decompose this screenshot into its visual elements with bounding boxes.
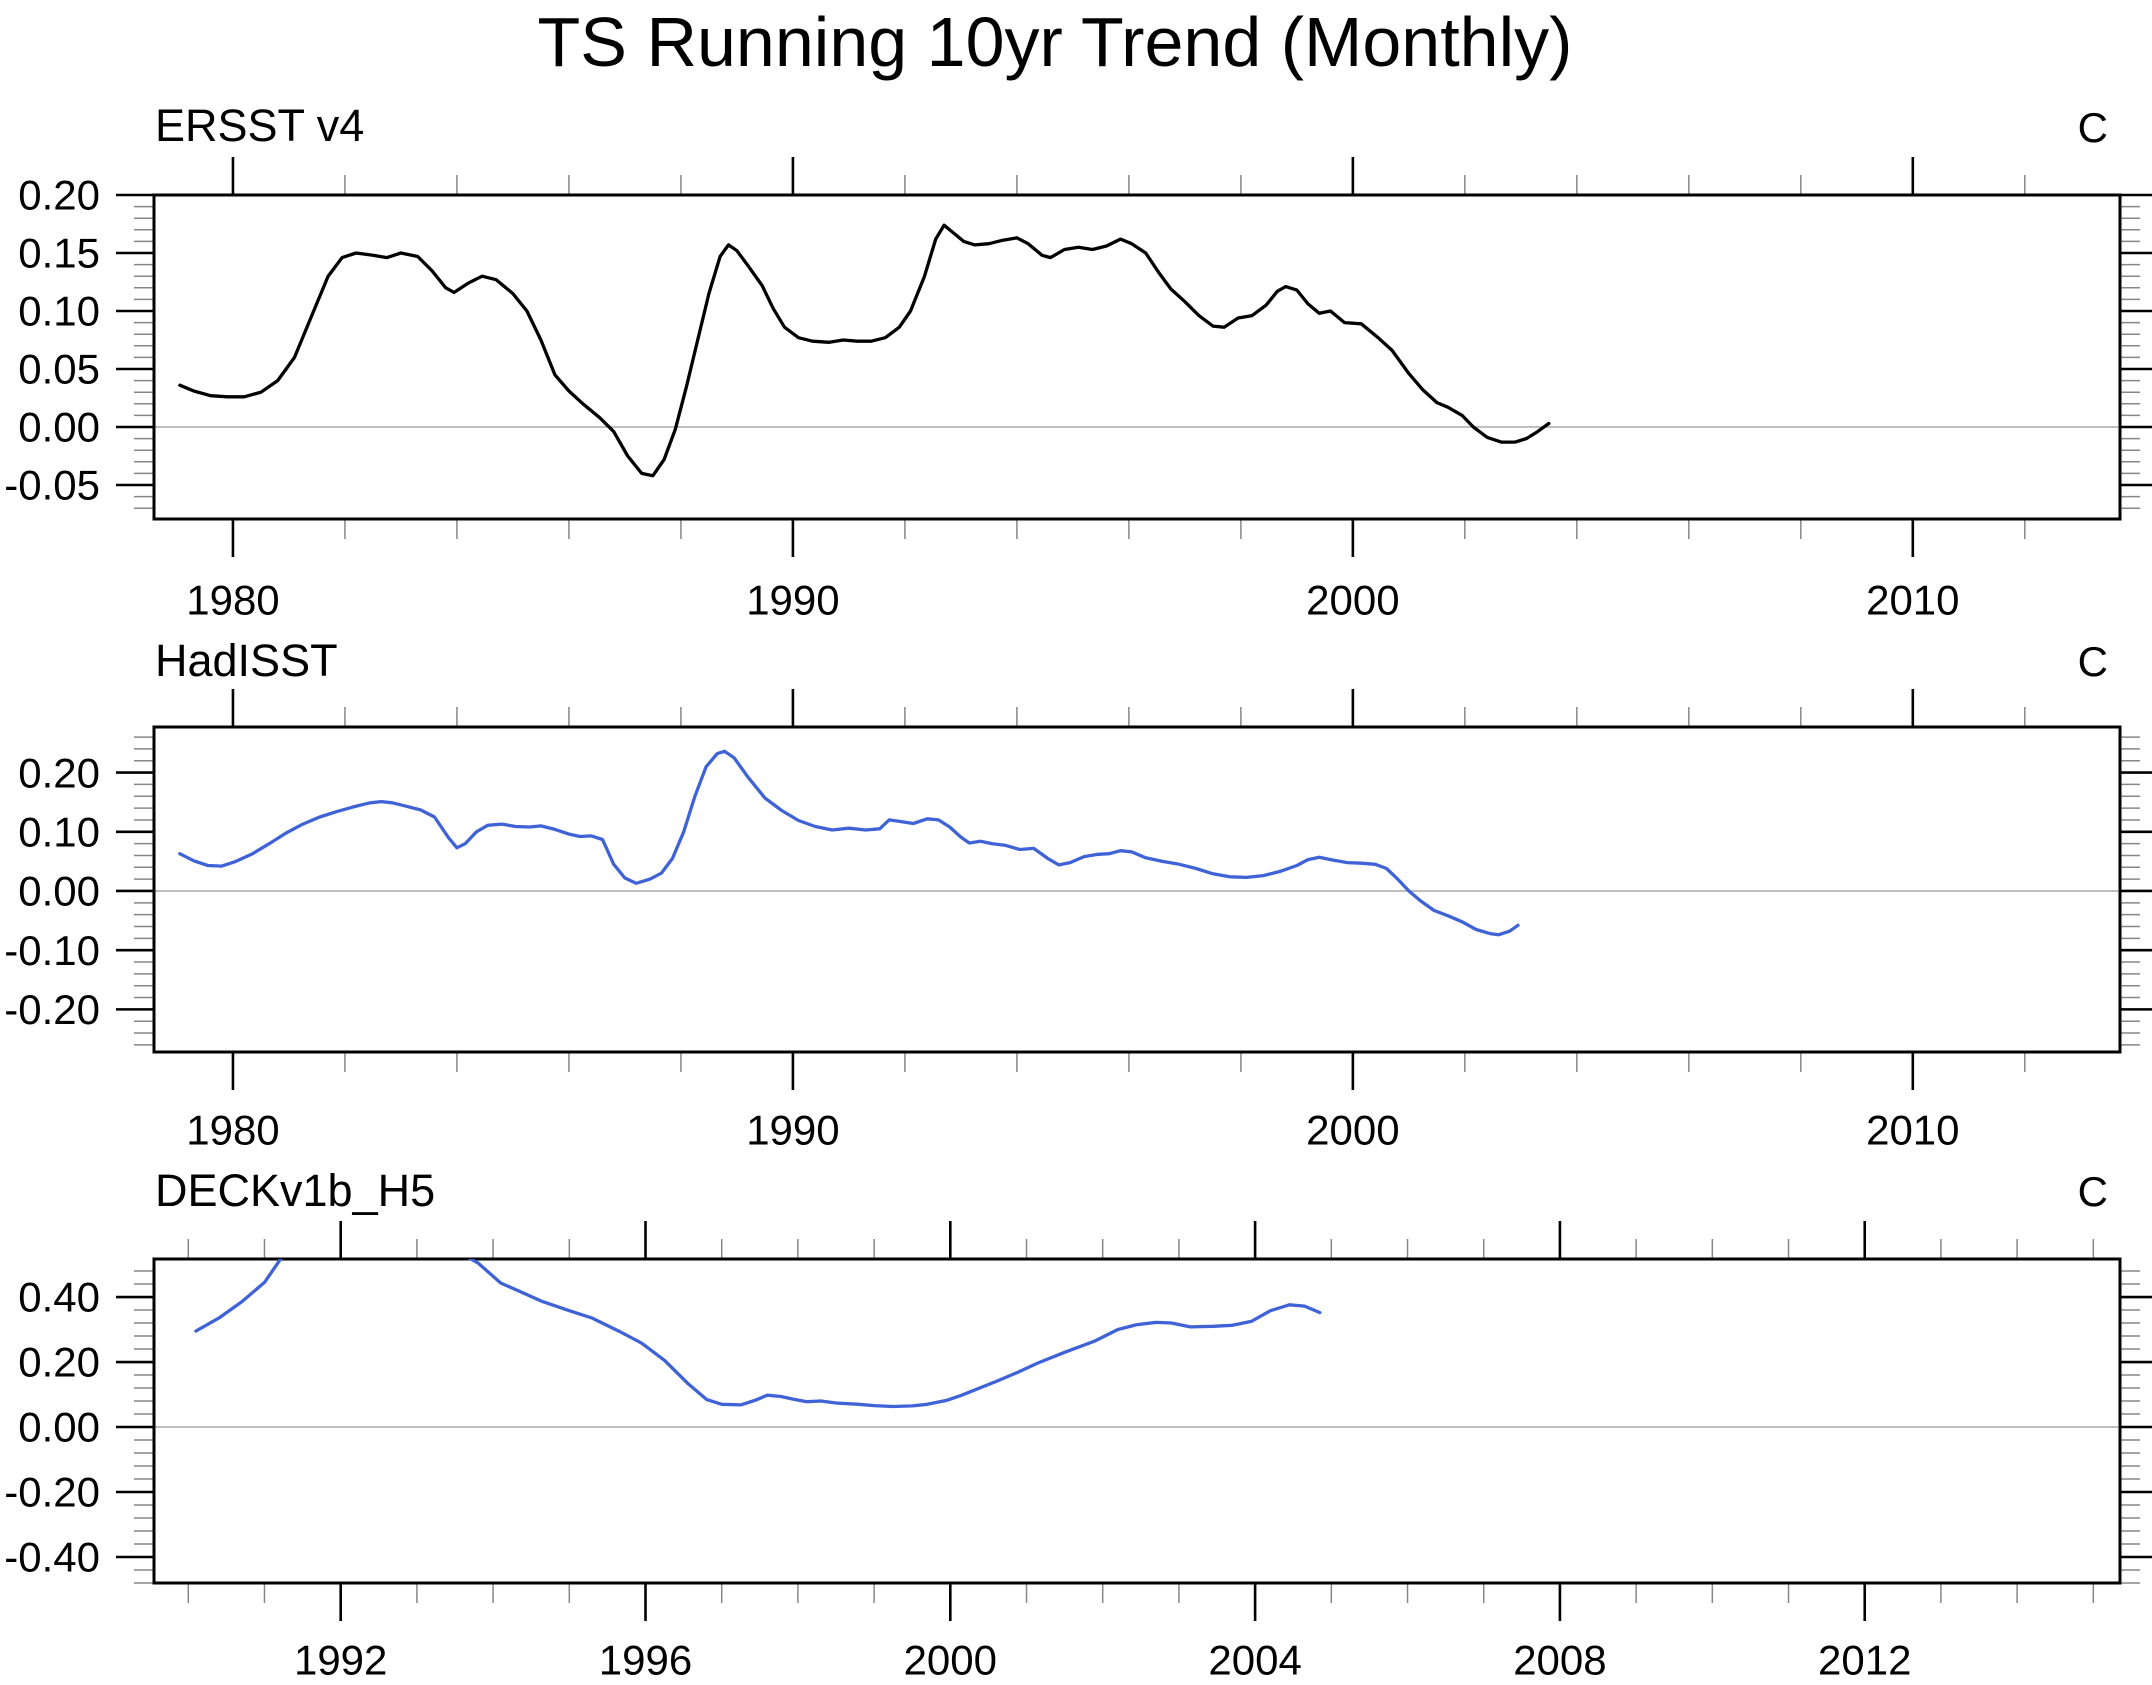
major-ticks	[116, 1221, 2152, 1621]
plot-box	[152, 725, 2122, 1054]
panel2-unit-label: C	[2077, 638, 2108, 685]
x-tick-label: 2000	[1306, 1107, 1399, 1154]
x-tick-label: 1990	[746, 1107, 839, 1154]
data-curve-deckv1b-h5	[194, 1259, 1322, 1409]
x-tick-label: 2008	[1513, 1637, 1606, 1684]
minor-ticks	[134, 1239, 2140, 1603]
x-tick-label: 2012	[1818, 1637, 1911, 1684]
x-tick-label: 1980	[186, 1107, 279, 1154]
y-tick-label: 0.40	[18, 1274, 100, 1321]
y-tick-label: -0.20	[4, 986, 100, 1033]
tick-labels: 1992 1996 2000 2004 2008 2012 0.40 0.20 0.00 -0.2…	[4, 1274, 1911, 1684]
minor-ticks	[134, 707, 2140, 1072]
plot-box	[152, 193, 2122, 521]
minor-ticks	[134, 175, 2140, 539]
tick-labels: 1980 1990 2000 2010 0.20 0.10 0.00 -0.10 -0.20	[4, 749, 1959, 1153]
x-tick-label: 2000	[1306, 577, 1399, 624]
panel3-title: DECKv1b_H5	[155, 1165, 436, 1216]
panel3-unit-label: C	[2077, 1168, 2108, 1215]
y-tick-label: 0.00	[18, 1404, 100, 1451]
x-tick-label: 2000	[904, 1637, 997, 1684]
tick-labels: 1980 1990 2000 2010 0.20 0.15 0.10 0.05 0.00 -0.0…	[4, 172, 1959, 624]
panel1-title: ERSST v4	[155, 100, 365, 151]
data-curve-ersst-v4	[178, 223, 1551, 478]
x-tick-label: 1996	[599, 1637, 692, 1684]
y-tick-label: 0.05	[18, 346, 100, 393]
x-tick-label: 2010	[1866, 1107, 1959, 1154]
y-tick-label: 0.00	[18, 868, 100, 915]
panel-1: 1980 1990 2000 2010 0.20 0.15 0.10 0.05 0.00 -0.0…	[4, 157, 2152, 624]
y-tick-label: 0.10	[18, 808, 100, 855]
y-tick-label: 0.15	[18, 230, 100, 277]
y-tick-label: -0.10	[4, 927, 100, 974]
main-title: TS Running 10yr Trend (Monthly)	[537, 3, 1573, 81]
y-tick-label: 0.20	[18, 172, 100, 219]
y-tick-label: -0.05	[4, 462, 100, 509]
panel1-unit-label: C	[2077, 104, 2108, 151]
y-tick-label: 0.00	[18, 404, 100, 451]
major-ticks	[116, 689, 2152, 1090]
y-tick-label: 0.20	[18, 749, 100, 796]
x-tick-label: 1990	[746, 577, 839, 624]
x-tick-label: 2010	[1866, 577, 1959, 624]
y-tick-label: 0.10	[18, 288, 100, 335]
panel-2: 1980 1990 2000 2010 0.20 0.10 0.00 -0.10 -0.20	[4, 689, 2152, 1154]
x-tick-label: 2004	[1208, 1637, 1301, 1684]
data-curve-hadisst	[178, 749, 1520, 937]
y-tick-label: -0.20	[4, 1469, 100, 1516]
y-tick-label: -0.40	[4, 1534, 100, 1581]
major-ticks	[116, 157, 2152, 557]
x-tick-label: 1992	[294, 1637, 387, 1684]
y-tick-label: 0.20	[18, 1339, 100, 1386]
panel-3: 1992 1996 2000 2004 2008 2012 0.40 0.20 0.00 -0.2…	[4, 1221, 2152, 1684]
x-tick-label: 1980	[186, 577, 279, 624]
plot-box	[152, 1257, 2122, 1585]
panel2-title: HadISST	[155, 635, 338, 686]
